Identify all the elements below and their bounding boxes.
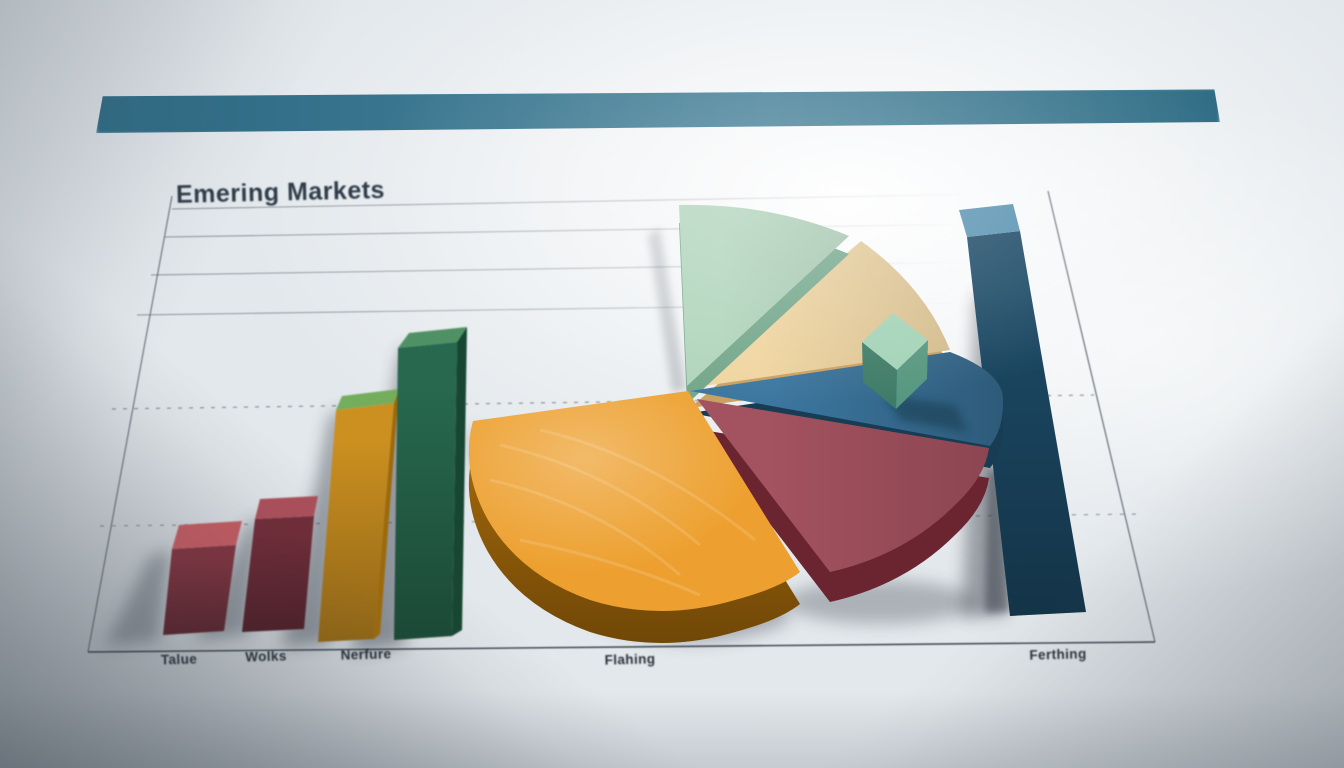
bar-nerfure [318, 389, 399, 642]
gridline-1 [171, 192, 1047, 210]
teal-cube [862, 313, 968, 432]
y-axis-right [1047, 190, 1156, 643]
pie-chart [468, 204, 1004, 643]
cube-left-face [862, 342, 897, 409]
bar-green-top [398, 327, 467, 348]
bar-group [163, 327, 467, 642]
printed-gridlines [87, 190, 1156, 653]
bar-talue [163, 521, 242, 635]
bar-ferthing-top [959, 204, 1020, 237]
cube-shadow [885, 395, 968, 432]
bar-talue-top [172, 521, 242, 549]
y-axis-left [87, 195, 173, 653]
x-label-wolks: Wolks [245, 648, 287, 665]
bar-nerfure-side [374, 389, 399, 639]
pie-maroon-shade [697, 399, 989, 572]
gridline-2 [164, 222, 1045, 238]
x-label-flahing: Flahing [604, 651, 656, 668]
bar-ferthing [959, 204, 1086, 616]
bar-green-side [452, 327, 467, 636]
bar-wolks-shade [242, 516, 314, 632]
bar-ferthing-shade [967, 231, 1086, 616]
pie-orange-woodgrain [489, 428, 756, 597]
bar-nerfure-shade [318, 403, 394, 642]
bar-wolks-top [255, 496, 318, 519]
x-label-talue: Talue [160, 651, 198, 668]
x-label-ferthing: Ferthing [1029, 646, 1087, 663]
bar-green-shade [394, 342, 457, 640]
gridline-3 [150, 260, 1043, 276]
x-axis-bottom [87, 641, 1156, 653]
cube-top-face [862, 313, 928, 370]
x-label-nerfure: Nerfure [340, 646, 392, 663]
bar-nerfure-top [336, 389, 399, 410]
cube-right-face [896, 340, 928, 409]
bar-talue-shade [163, 545, 236, 635]
bar-green [394, 327, 467, 640]
pie-mint-shade [679, 204, 849, 386]
pie-orange-highlight [468, 391, 800, 611]
bar-wolks [242, 496, 318, 632]
